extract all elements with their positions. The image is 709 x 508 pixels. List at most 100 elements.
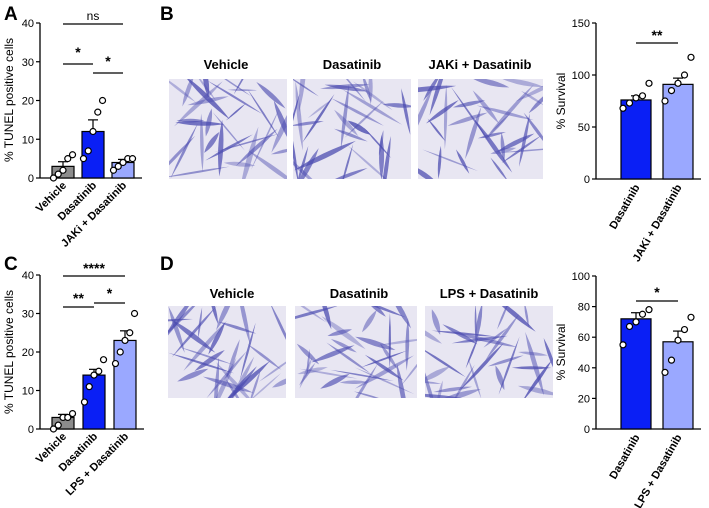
y-tick-label: 50 [578,122,590,134]
significance-label: **** [83,260,105,276]
significance-label: * [107,285,113,301]
data-point [49,425,58,433]
y-tick-label: 100 [572,70,590,82]
y-axis-label: % Survival [554,73,568,130]
data-point [680,71,689,79]
data-point [619,341,627,349]
y-axis-label: % TUNEL positive cells [2,38,16,162]
data-point [625,99,634,107]
y-tick-label: 80 [578,302,590,314]
data-point [638,310,647,318]
micrograph-d-vehicle [168,306,286,398]
data-point [667,86,676,95]
y-tick-label: 10 [22,134,34,146]
data-point [54,170,62,178]
panel-letter-b: B [160,4,174,25]
y-tick-label: 0 [584,424,590,436]
data-point [64,413,72,422]
bar [662,341,694,430]
data-point [59,166,67,174]
y-tick-label: 60 [578,332,590,344]
data-point [661,97,669,105]
significance-label: ns [87,9,100,23]
data-point [90,371,98,379]
significance-label: ** [73,290,84,306]
panel-letter-a: A [4,4,18,25]
data-point [64,155,72,163]
significance-label: * [654,284,660,300]
data-point [111,359,120,368]
y-tick-label: 20 [22,347,34,359]
data-point [68,410,77,418]
data-point [687,53,695,61]
data-point [619,104,627,112]
category-label: Dasatinib [607,432,642,481]
data-point [625,322,634,331]
y-tick-label: 20 [22,96,34,108]
data-point [116,348,124,356]
data-point [638,92,647,100]
y-axis-label: % TUNEL positive cells [2,290,16,414]
data-point [130,309,139,318]
y-tick-label: 10 [22,386,34,398]
y-tick-label: 100 [572,271,590,283]
data-point [645,306,653,314]
y-tick-label: 30 [22,57,34,69]
panel-letter-d: D [160,254,174,275]
data-point [85,383,93,391]
significance-label: * [105,53,111,69]
data-point [49,174,58,182]
micrograph-d-dasatinib [295,306,417,398]
data-point [632,94,640,102]
data-point [114,162,122,170]
panel-letter-c: C [4,254,18,275]
bar [81,130,105,179]
image-title-d-vehicle: Vehicle [210,286,255,301]
data-point [89,127,97,136]
data-point [68,151,77,159]
data-point [94,108,102,116]
data-point [84,147,92,155]
micrograph-b-jaki-dasatinib [418,79,543,179]
data-point [632,318,640,326]
y-tick-label: 30 [22,309,34,321]
data-point [99,356,108,364]
data-point [128,155,137,163]
data-point [119,158,127,167]
y-tick-label: 40 [22,18,34,30]
data-point [98,96,107,105]
data-point [79,155,88,163]
image-title-d-dasatinib: Dasatinib [330,286,389,301]
data-point [126,329,134,337]
data-point [80,398,89,406]
micrograph-d-lps-dasatinib [425,306,553,398]
y-tick-label: 0 [584,174,590,186]
y-tick-label: 20 [578,393,590,405]
image-title-d-lps-dasatinib: LPS + Dasatinib [440,286,539,301]
data-point [674,336,682,344]
image-title-b-jaki-dasatinib: JAKi + Dasatinib [429,57,532,72]
bar [620,99,652,180]
image-title-b-dasatinib: Dasatinib [323,57,382,72]
data-point [667,356,676,364]
category-label: Dasatinib [607,182,642,231]
data-point [54,421,62,429]
category-label: LPS + Dasatinib [632,432,684,508]
data-point [109,166,118,174]
data-point [680,325,689,334]
y-tick-label: 40 [22,270,34,282]
bar [620,318,652,430]
data-point [687,313,695,321]
significance-label: * [75,44,81,60]
y-axis-label: % Survival [554,324,568,381]
image-title-b-vehicle: Vehicle [204,57,249,72]
y-tick-label: 0 [28,424,34,436]
data-point [645,79,653,87]
data-point [121,336,129,345]
data-point [674,79,682,87]
